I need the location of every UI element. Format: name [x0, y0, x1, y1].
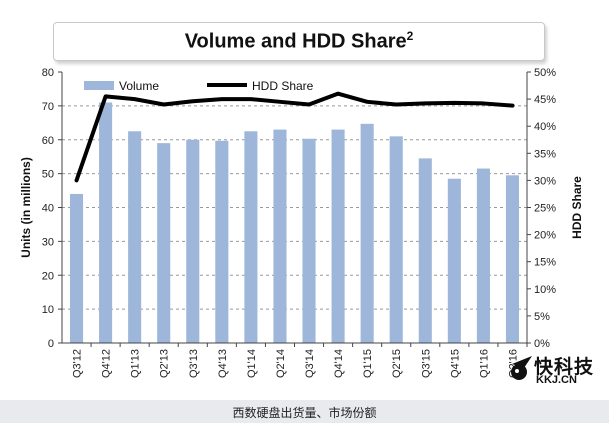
hdd-share-point [423, 101, 427, 105]
y-left-tick-label: 80 [42, 67, 54, 79]
x-tick-label: Q4'14 [333, 349, 345, 378]
hdd-share-point [452, 101, 456, 105]
legend-volume-label: Volume [119, 79, 159, 93]
volume-bar [505, 175, 520, 343]
x-tick-label: Q3'15 [420, 349, 432, 378]
y-left-tick-label: 70 [42, 101, 54, 113]
x-tick-label: Q1'14 [246, 349, 258, 378]
y-left-tick-label: 30 [42, 236, 54, 248]
comet-logo-icon [511, 356, 532, 380]
volume-bar [360, 123, 374, 343]
volume-bar [186, 139, 200, 343]
x-tick-label: Q3'12 [72, 349, 84, 378]
y-right-tick-label: 0% [534, 338, 550, 350]
x-tick-label: Q1'16 [478, 349, 490, 378]
y-left-tick-label: 0 [48, 338, 54, 350]
hdd-share-point [75, 178, 79, 182]
volume-bar [273, 129, 287, 343]
hdd-share-point [191, 99, 195, 103]
x-tick-label: Q4'15 [449, 349, 461, 378]
chart-title-box: Volume and HDD Share2 [53, 22, 545, 61]
chart-title-text: Volume and HDD Share [184, 30, 407, 53]
y-right-tick-label: 50% [534, 67, 556, 79]
hdd-share-line [74, 91, 515, 183]
chart-frame: 0 10 20 30 40 50 60 70 80 0% 5% 10% 15% 20% 25% 30% 35% 4… [19, 22, 608, 390]
volume-bar [418, 158, 432, 343]
hdd-share-point [278, 100, 282, 104]
volume-bar [331, 129, 345, 343]
y-right-axis-title: HDD Share [570, 176, 584, 239]
figure-caption: 西数硬盘出货量、市场份额 [232, 406, 377, 420]
hdd-share-point [481, 101, 485, 105]
chart-title: Volume and HDD Share2 [54, 29, 544, 54]
y-right-tick-label: 15% [534, 257, 556, 269]
legend-hdd-share-label: HDD Share [252, 79, 314, 93]
y-right-tick-label: 10% [534, 284, 556, 296]
hdd-share-point [394, 103, 398, 107]
hdd-share-point [220, 97, 224, 101]
hdd-share-point [510, 104, 514, 108]
hdd-share-point [365, 100, 369, 104]
volume-bar [302, 138, 316, 343]
y-left-axis-title: Units (in millions) [19, 157, 33, 258]
y-left-tick-label: 40 [42, 203, 54, 215]
volume-bar [447, 178, 461, 343]
y-right-tick-label: 20% [534, 230, 556, 242]
watermark-text: 快科技 [534, 356, 595, 378]
y-left-tick-label: 50 [42, 169, 54, 181]
y-right-tick-label: 25% [534, 203, 556, 215]
x-tick-label: Q3'14 [304, 349, 316, 378]
chart-title-superscript: 2 [406, 29, 414, 43]
volume-bar [157, 143, 171, 343]
x-tick-label: Q1'15 [362, 349, 374, 378]
x-tick-label: Q1'13 [130, 349, 142, 378]
x-tick-label: Q3'13 [188, 349, 200, 378]
hdd-share-point [307, 103, 311, 107]
x-tick-label: Q2'15 [391, 349, 403, 378]
volume-bar [476, 168, 490, 343]
hdd-share-point [104, 94, 108, 98]
y-right-tick-label: 45% [534, 94, 556, 106]
y-right-tick-label: 40% [534, 121, 556, 133]
y-right-tick-label: 30% [534, 175, 556, 187]
x-tick-label: Q4'12 [101, 349, 113, 378]
y-left-tick-label: 10 [42, 304, 54, 316]
volume-bar [99, 102, 113, 343]
y-left-tick-label: 60 [42, 135, 54, 147]
x-tick-label: Q2'13 [159, 349, 171, 378]
y-right-tick-label: 35% [534, 148, 556, 160]
volume-bar [215, 140, 229, 343]
volume-bar [69, 193, 84, 343]
volume-bar [244, 131, 258, 343]
hdd-share-point [133, 97, 137, 101]
y-left-tick-label: 20 [42, 270, 54, 282]
hdd-share-point [249, 97, 253, 101]
x-tick-label: Q2'14 [275, 349, 287, 378]
watermark-subtext: KKJ.CN [536, 374, 577, 386]
x-tick-label: Q4'13 [217, 349, 229, 378]
volume-bar [389, 136, 403, 343]
volume-bar [128, 131, 142, 343]
legend-volume-swatch [84, 81, 114, 90]
caption-bar: 西数硬盘出货量、市场份额 [0, 400, 609, 423]
hdd-share-point [336, 92, 340, 96]
y-right-tick-label: 5% [534, 311, 550, 323]
hdd-share-point [162, 103, 166, 107]
chart-plot: 0 10 20 30 40 50 60 70 80 0% 5% 10% 15% 20% 25% 30% 35% 4… [19, 67, 584, 378]
watermark: 快科技 KKJ.CN [508, 350, 608, 390]
